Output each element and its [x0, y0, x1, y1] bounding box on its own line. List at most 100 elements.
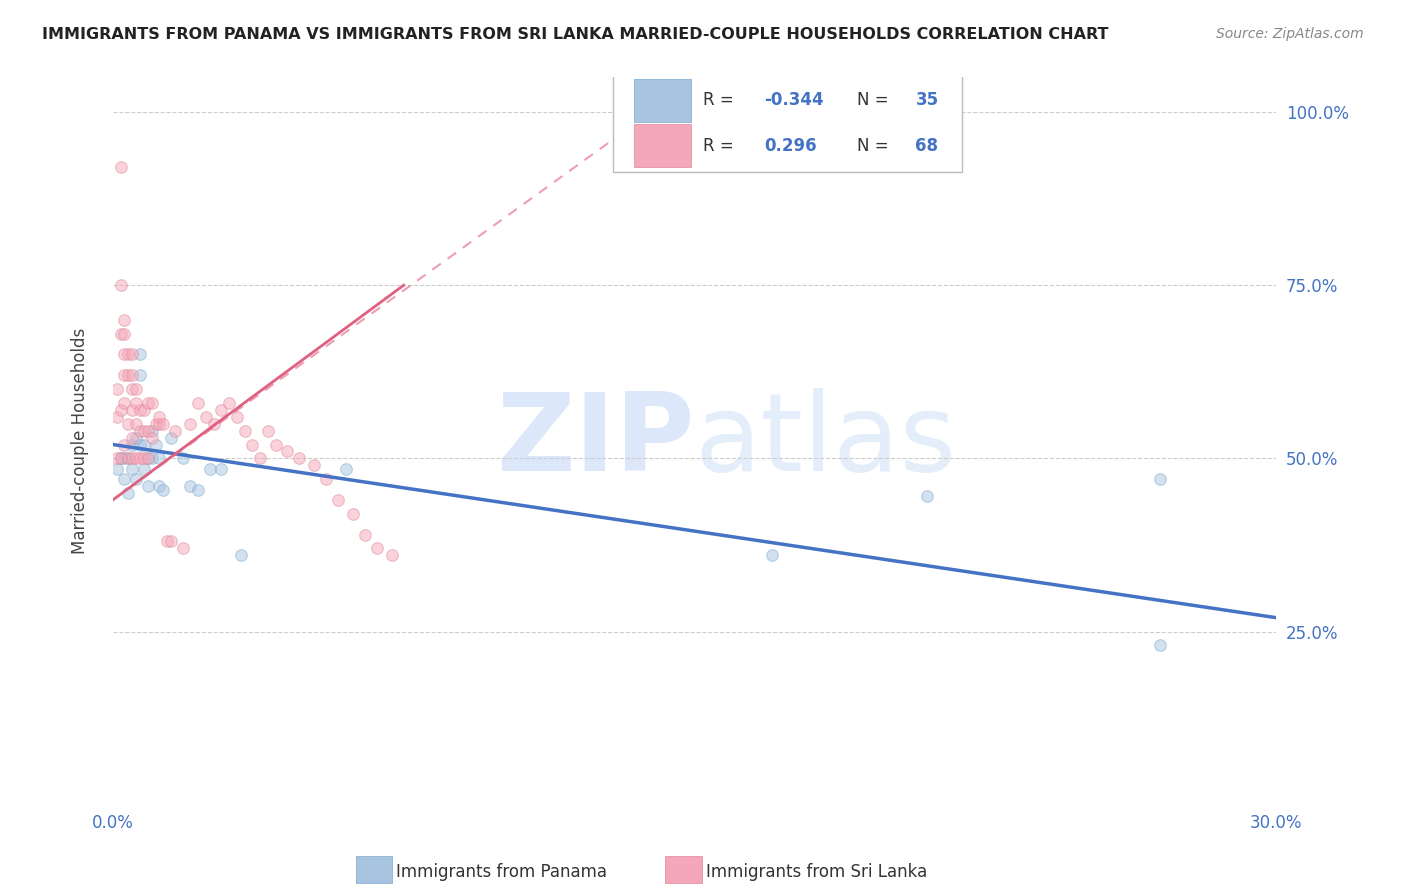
Point — [194, 409, 217, 424]
Text: atlas: atlas — [695, 388, 956, 494]
Point — [304, 458, 326, 473]
Point — [229, 549, 252, 563]
Point — [114, 326, 136, 341]
Point — [117, 347, 139, 361]
Point — [121, 451, 143, 466]
Point — [114, 437, 136, 451]
Point — [202, 417, 225, 431]
Point — [1149, 639, 1171, 653]
Point — [141, 424, 163, 438]
Text: 68: 68 — [915, 136, 938, 154]
Point — [114, 396, 136, 410]
Point — [218, 396, 240, 410]
Point — [335, 462, 357, 476]
Point — [141, 451, 163, 466]
Point — [163, 424, 186, 438]
Point — [148, 479, 170, 493]
Point — [129, 347, 152, 361]
Point — [136, 396, 159, 410]
Point — [129, 437, 152, 451]
Point — [187, 483, 209, 497]
Point — [136, 479, 159, 493]
Text: ZIP: ZIP — [496, 388, 695, 494]
Point — [257, 424, 280, 438]
Text: 35: 35 — [915, 91, 939, 109]
Point — [160, 431, 183, 445]
Point — [125, 417, 148, 431]
Point — [105, 382, 128, 396]
Point — [132, 451, 155, 466]
Point — [198, 462, 221, 476]
Point — [148, 409, 170, 424]
Point — [152, 417, 174, 431]
Point — [915, 490, 938, 504]
Point — [136, 451, 159, 466]
Point — [105, 462, 128, 476]
Point — [148, 451, 170, 466]
Text: IMMIGRANTS FROM PANAMA VS IMMIGRANTS FROM SRI LANKA MARRIED-COUPLE HOUSEHOLDS CO: IMMIGRANTS FROM PANAMA VS IMMIGRANTS FRO… — [42, 27, 1109, 42]
Point — [136, 424, 159, 438]
FancyBboxPatch shape — [634, 124, 690, 167]
Point — [141, 431, 163, 445]
Point — [121, 347, 143, 361]
Point — [326, 492, 349, 507]
Point — [129, 424, 152, 438]
Point — [117, 451, 139, 466]
Point — [136, 451, 159, 466]
Point — [179, 479, 201, 493]
Text: Immigrants from Panama: Immigrants from Panama — [396, 863, 607, 881]
Text: N =: N = — [858, 136, 894, 154]
Point — [242, 437, 264, 451]
Point — [132, 403, 155, 417]
Point — [129, 451, 152, 466]
Text: Immigrants from Sri Lanka: Immigrants from Sri Lanka — [706, 863, 927, 881]
Point — [132, 424, 155, 438]
Point — [125, 472, 148, 486]
Point — [110, 451, 132, 466]
Point — [152, 483, 174, 497]
Point — [125, 451, 148, 466]
Y-axis label: Married-couple Households: Married-couple Households — [72, 328, 89, 554]
Point — [288, 451, 311, 466]
Point — [156, 534, 179, 549]
Point — [342, 507, 364, 521]
Point — [145, 417, 167, 431]
FancyBboxPatch shape — [613, 74, 962, 172]
Point — [125, 396, 148, 410]
Point — [264, 437, 287, 451]
Point — [132, 437, 155, 451]
Point — [761, 549, 783, 563]
Point — [121, 437, 143, 451]
Text: R =: R = — [703, 136, 738, 154]
Point — [233, 424, 256, 438]
Point — [249, 451, 271, 466]
Point — [105, 409, 128, 424]
Point — [114, 451, 136, 466]
Point — [141, 396, 163, 410]
Point — [114, 313, 136, 327]
Point — [129, 368, 152, 383]
Point — [125, 382, 148, 396]
Point — [121, 382, 143, 396]
Text: 0.296: 0.296 — [765, 136, 817, 154]
Point — [110, 161, 132, 175]
Point — [132, 462, 155, 476]
Point — [148, 417, 170, 431]
Point — [114, 368, 136, 383]
Point — [160, 534, 183, 549]
Point — [125, 431, 148, 445]
Point — [179, 417, 201, 431]
Point — [366, 541, 388, 556]
Text: Source: ZipAtlas.com: Source: ZipAtlas.com — [1216, 27, 1364, 41]
Point — [110, 278, 132, 293]
FancyBboxPatch shape — [634, 78, 690, 121]
Point — [209, 403, 232, 417]
Point — [110, 326, 132, 341]
Point — [209, 462, 232, 476]
Point — [117, 368, 139, 383]
Point — [105, 451, 128, 466]
Point — [187, 396, 209, 410]
Point — [117, 451, 139, 466]
Text: R =: R = — [703, 91, 738, 109]
Point — [121, 368, 143, 383]
